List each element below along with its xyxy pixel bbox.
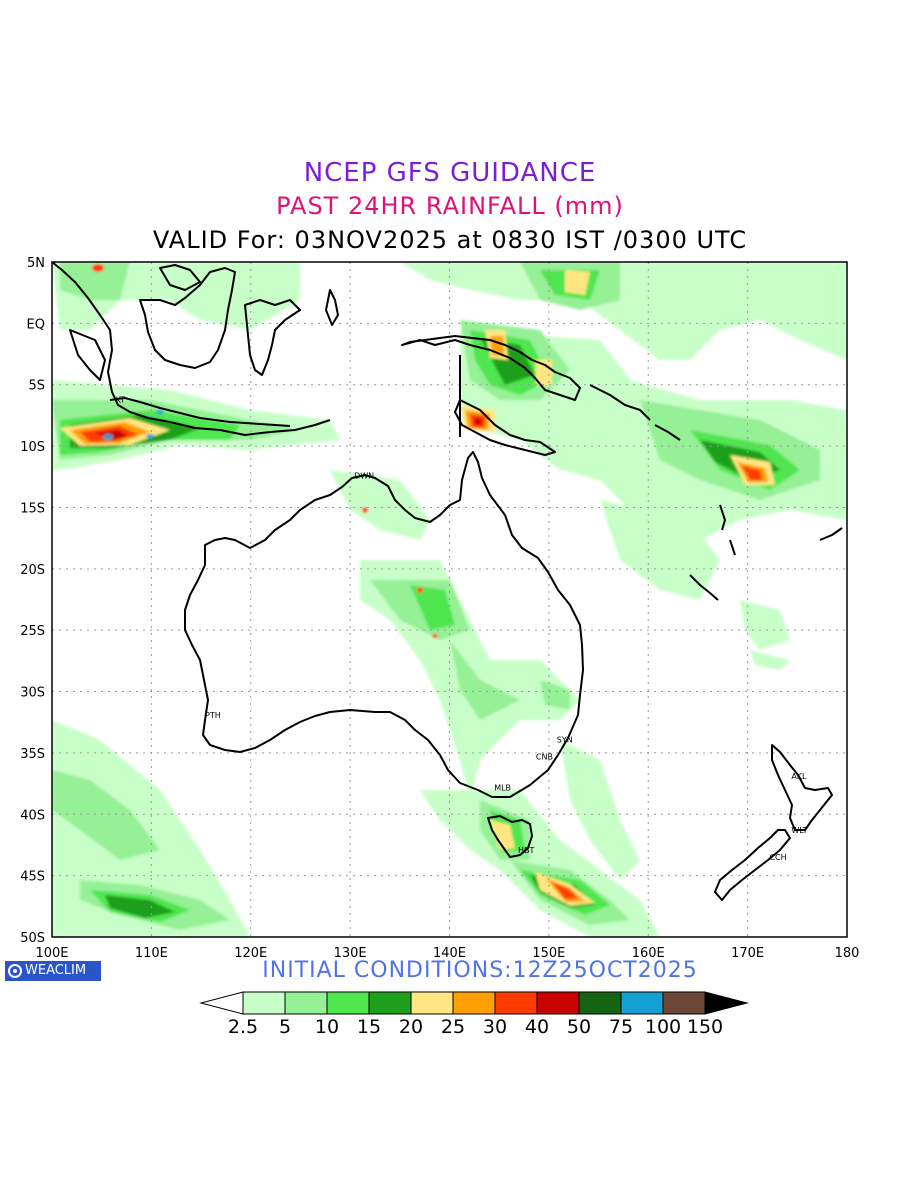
colorbar-level-label: 25 bbox=[440, 1016, 466, 1038]
map-subtitle: PAST 24HR RAINFALL (mm) bbox=[276, 192, 624, 220]
station-label: HBT bbox=[518, 846, 535, 855]
station-label: CNB bbox=[536, 753, 553, 762]
colorbar-level-label: 75 bbox=[608, 1016, 634, 1038]
latitude-tick-label: 20S bbox=[20, 563, 45, 578]
latitude-tick-label: EQ bbox=[27, 317, 45, 332]
station-label: CCH bbox=[769, 853, 786, 862]
coastlines bbox=[52, 262, 843, 901]
station-label: SYN bbox=[557, 735, 573, 744]
latitude-tick-label: 40S bbox=[20, 808, 45, 823]
initial-conditions: INITIAL CONDITIONS:12Z25OCT2025 bbox=[262, 958, 698, 983]
map-frame bbox=[51, 261, 848, 938]
colorbar-level-label: 100 bbox=[644, 1016, 682, 1038]
colorbar-level-label: 30 bbox=[482, 1016, 508, 1038]
colorbar-level-label: 150 bbox=[686, 1016, 724, 1038]
colorbar-level-label: 20 bbox=[398, 1016, 424, 1038]
latitude-labels: 5N EQ 5S 10S 15S 20S 25S 30S 35S 40S 45S 50S bbox=[20, 256, 45, 946]
longitude-tick-label: 140E bbox=[433, 946, 466, 961]
station-label: KT bbox=[116, 395, 126, 404]
station-label: WLT bbox=[791, 826, 807, 835]
latitude-tick-label: 15S bbox=[20, 501, 45, 516]
station-labels: KT DWN PTH SYN CNB MLB HBT AKL WLT CCH bbox=[116, 395, 808, 862]
station-label: AKL bbox=[791, 772, 807, 781]
latitude-tick-label: 10S bbox=[20, 440, 45, 455]
colorbar-level-label: 40 bbox=[524, 1016, 550, 1038]
rainfall-fields bbox=[52, 262, 847, 937]
graticule bbox=[52, 262, 847, 937]
longitude-tick-label: 150E bbox=[532, 946, 565, 961]
longitude-tick-label: 180 bbox=[835, 946, 860, 961]
latitude-tick-label: 30S bbox=[20, 686, 45, 701]
latitude-tick-label: 50S bbox=[20, 931, 45, 946]
station-label: PTH bbox=[205, 711, 221, 720]
longitude-labels: 100E 110E 120E 130E 140E 150E 160E 170E 180 bbox=[35, 946, 859, 961]
weaclim-logo: WEACLIM bbox=[5, 961, 101, 981]
latitude-tick-label: 35S bbox=[20, 747, 45, 762]
colorbar-level-label: 10 bbox=[314, 1016, 340, 1038]
station-label: MLB bbox=[494, 783, 511, 792]
station-label: DWN bbox=[354, 472, 374, 481]
colorbar-level-label: 2.5 bbox=[227, 1016, 259, 1038]
weaclim-logo-icon bbox=[8, 964, 22, 978]
logo-text: WEACLIM bbox=[25, 963, 87, 978]
map-title: NCEP GFS GUIDANCE bbox=[303, 158, 597, 188]
longitude-tick-label: 170E bbox=[731, 946, 764, 961]
colorbar-level-label: 15 bbox=[356, 1016, 382, 1038]
longitude-tick-label: 100E bbox=[35, 946, 68, 961]
longitude-tick-label: 130E bbox=[334, 946, 367, 961]
colorbar-level-label: 5 bbox=[278, 1016, 292, 1038]
latitude-tick-label: 45S bbox=[20, 870, 45, 885]
longitude-tick-label: 160E bbox=[632, 946, 665, 961]
longitude-tick-label: 120E bbox=[234, 946, 267, 961]
latitude-tick-label: 5N bbox=[27, 256, 45, 271]
colorbar-level-label: 50 bbox=[566, 1016, 592, 1038]
valid-time: VALID For: 03NOV2025 at 0830 IST /0300 U… bbox=[152, 226, 748, 254]
latitude-tick-label: 25S bbox=[20, 624, 45, 639]
latitude-tick-label: 5S bbox=[28, 379, 45, 394]
longitude-tick-label: 110E bbox=[135, 946, 168, 961]
